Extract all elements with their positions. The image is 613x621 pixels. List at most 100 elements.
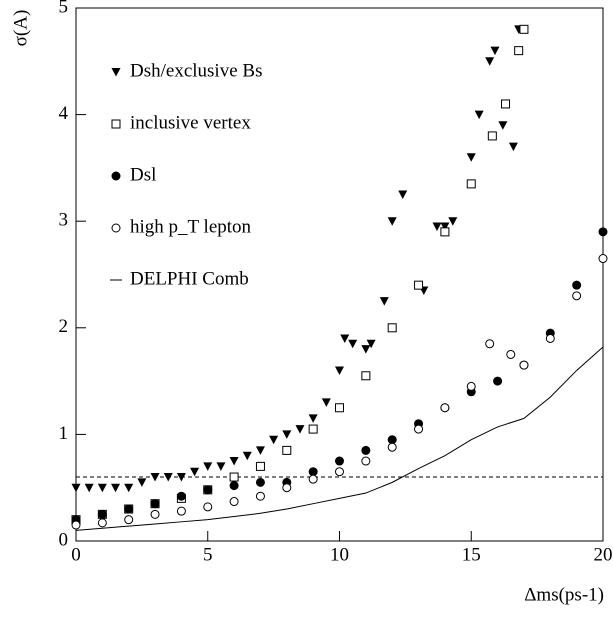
x-tick-label: 5 (203, 544, 213, 565)
marker (448, 217, 458, 226)
marker (440, 403, 450, 413)
marker (508, 142, 518, 152)
marker (229, 497, 239, 507)
marker (485, 57, 495, 66)
marker (308, 414, 318, 423)
marker (466, 381, 476, 391)
marker (97, 509, 107, 519)
marker (414, 280, 424, 290)
marker (282, 483, 292, 493)
marker (466, 179, 476, 189)
marker (379, 297, 389, 306)
marker (176, 491, 186, 501)
marker (398, 190, 408, 200)
marker (366, 339, 376, 349)
marker (490, 46, 500, 56)
marker (572, 291, 582, 301)
y-axis-label: σ(A) (10, 10, 31, 47)
legend-symbol (111, 223, 121, 233)
marker (519, 24, 529, 34)
marker (598, 254, 608, 264)
marker (282, 430, 292, 439)
x-tick-label: 15 (462, 544, 481, 565)
marker (84, 483, 94, 493)
marker (335, 456, 344, 466)
marker (255, 461, 265, 471)
x-tick-label: 20 (594, 544, 613, 565)
marker (498, 121, 508, 130)
marker (308, 467, 318, 477)
legend-symbol (111, 119, 121, 129)
marker (124, 504, 134, 514)
x-tick-label: 10 (330, 544, 349, 565)
marker (203, 502, 213, 512)
marker (97, 518, 107, 528)
marker (335, 403, 344, 413)
y-tick-label: 4 (59, 103, 69, 124)
marker (485, 339, 495, 349)
marker (269, 435, 279, 445)
marker (387, 435, 397, 445)
marker (361, 445, 371, 455)
marker (111, 483, 121, 493)
y-tick-label: 0 (59, 529, 69, 550)
marker (387, 323, 397, 333)
marker (255, 477, 265, 487)
marker (340, 334, 350, 343)
marker (501, 99, 511, 109)
marker (150, 473, 160, 482)
marker (216, 462, 226, 471)
x-axis-label: Δms(ps-1) (524, 584, 604, 605)
marker (203, 462, 213, 471)
marker (308, 474, 318, 484)
marker (387, 442, 397, 452)
y-tick-label: 5 (59, 0, 69, 17)
marker (519, 360, 529, 370)
marker (321, 398, 331, 407)
series-line (75, 346, 604, 531)
marker (572, 280, 582, 290)
marker (282, 445, 292, 455)
legend-label: Dsh/exclusive Bs (130, 60, 262, 81)
marker (150, 509, 160, 519)
marker (474, 110, 484, 120)
marker (190, 467, 200, 477)
marker (493, 376, 503, 386)
marker (124, 483, 134, 493)
marker (361, 371, 371, 381)
marker (124, 515, 134, 525)
marker (203, 485, 213, 495)
marker (335, 467, 344, 477)
legend-symbol (111, 68, 121, 77)
marker (514, 46, 524, 56)
marker (545, 333, 555, 343)
marker (335, 366, 344, 375)
marker (440, 227, 450, 237)
marker (440, 222, 450, 232)
legend-label: inclusive vertex (130, 112, 251, 133)
marker (176, 506, 186, 516)
marker (150, 499, 160, 509)
marker (229, 481, 239, 491)
marker (255, 491, 265, 501)
marker (229, 457, 239, 466)
marker (432, 222, 442, 232)
marker (71, 483, 81, 493)
marker (308, 424, 318, 434)
marker (387, 217, 397, 226)
marker (414, 424, 424, 434)
y-tick-label: 1 (59, 423, 69, 444)
legend-label: high p_T lepton (130, 216, 252, 237)
marker (487, 131, 497, 141)
y-tick-label: 3 (59, 210, 69, 231)
marker (466, 153, 476, 162)
legend-symbol (111, 171, 121, 181)
marker (361, 456, 371, 466)
marker (176, 473, 186, 482)
marker (97, 483, 107, 493)
marker (295, 425, 305, 434)
legend-label: Dsl (130, 164, 156, 185)
marker (598, 227, 608, 237)
x-tick-label: 0 (71, 544, 81, 565)
legend-label: DELPHI Comb (130, 268, 249, 289)
